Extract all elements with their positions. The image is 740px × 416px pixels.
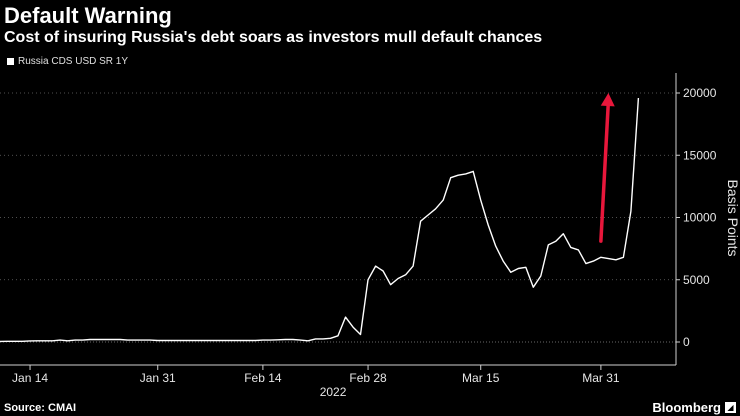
x-tick-label: Mar 15 [462, 371, 500, 385]
bloomberg-mark-icon: ◢ [725, 402, 736, 413]
brand-logo: Bloomberg ◢ [652, 400, 736, 415]
x-tick-label: Jan 31 [140, 371, 176, 385]
chart-subtitle: Cost of insuring Russia's debt soars as … [4, 29, 543, 46]
y-tick-label: 15000 [683, 148, 717, 162]
y-tick-label: 20000 [683, 86, 717, 100]
y-tick-label: 0 [683, 335, 690, 349]
y-axis-title: Basis Points [725, 179, 740, 256]
chart-title: Default Warning [4, 3, 172, 28]
y-tick-label: 5000 [683, 273, 710, 287]
annotation-arrow-shaft [599, 99, 611, 243]
x-tick-label: Feb 28 [349, 371, 387, 385]
series-line-russia-cds [0, 97, 640, 343]
x-tick-label: Mar 31 [582, 371, 620, 385]
x-tick-label: Jan 14 [12, 371, 48, 385]
legend: Russia CDS USD SR 1Y [7, 56, 128, 67]
source-note: Source: CMAI [4, 402, 77, 414]
legend-label: Russia CDS USD SR 1Y [18, 56, 129, 67]
x-axis-title: 2022 [320, 385, 347, 399]
x-tick-label: Feb 14 [244, 371, 282, 385]
legend-swatch [7, 58, 14, 65]
annotation-arrow-head [600, 93, 615, 107]
brand-name: Bloomberg [652, 400, 721, 415]
y-tick-label: 10000 [683, 211, 717, 225]
